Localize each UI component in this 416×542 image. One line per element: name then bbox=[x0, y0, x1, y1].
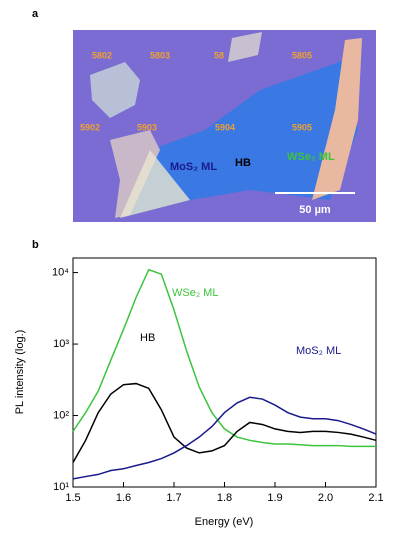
y-tick-label: 10¹ bbox=[53, 481, 69, 493]
y-axis-label: PL intensity (log.) bbox=[14, 330, 26, 415]
marker-label: 5902 bbox=[80, 122, 100, 132]
marker-label: 5903 bbox=[137, 122, 157, 132]
x-tick-label: 2.1 bbox=[368, 492, 383, 504]
marker-label: 5905 bbox=[292, 122, 312, 132]
annotation: WSe₂ ML bbox=[287, 151, 335, 163]
series-line bbox=[72, 396, 377, 480]
mos2-ml bbox=[120, 150, 190, 218]
annotation: HB bbox=[235, 157, 251, 169]
x-axis-label: Energy (eV) bbox=[195, 516, 254, 528]
scale-label: 50 µm bbox=[299, 204, 331, 216]
marker-label: 58 bbox=[214, 50, 224, 60]
plot-frame bbox=[72, 257, 377, 488]
y-tick-label: 10⁴ bbox=[52, 266, 69, 278]
micrograph bbox=[73, 30, 376, 222]
x-tick-label: 1.5 bbox=[65, 492, 80, 504]
series-line bbox=[72, 268, 376, 448]
annotation: MoS₂ ML bbox=[170, 161, 217, 173]
x-tick-label: 1.6 bbox=[116, 492, 131, 504]
x-tick-label: 2.0 bbox=[318, 492, 333, 504]
marker-label: 5802 bbox=[92, 50, 112, 60]
panel-label: b bbox=[32, 239, 39, 251]
series-line bbox=[72, 382, 377, 463]
x-tick-label: 1.8 bbox=[217, 492, 232, 504]
series-label: MoS₂ ML bbox=[296, 345, 341, 357]
flake bbox=[228, 32, 262, 62]
series-label: WSe₂ ML bbox=[172, 287, 218, 299]
marker-label: 5904 bbox=[215, 122, 235, 132]
mos2-flake bbox=[110, 130, 160, 218]
panel-label: a bbox=[32, 8, 39, 20]
x-tick-label: 1.7 bbox=[166, 492, 181, 504]
wse2-flake bbox=[312, 38, 362, 200]
y-tick-label: 10³ bbox=[53, 338, 69, 350]
hb-flake bbox=[130, 60, 358, 215]
series-label: HB bbox=[140, 332, 155, 344]
y-tick-label: 10² bbox=[53, 409, 69, 421]
flake bbox=[90, 62, 140, 118]
marker-label: 5805 bbox=[292, 50, 312, 60]
x-tick-label: 1.9 bbox=[267, 492, 282, 504]
marker-label: 5803 bbox=[150, 50, 170, 60]
